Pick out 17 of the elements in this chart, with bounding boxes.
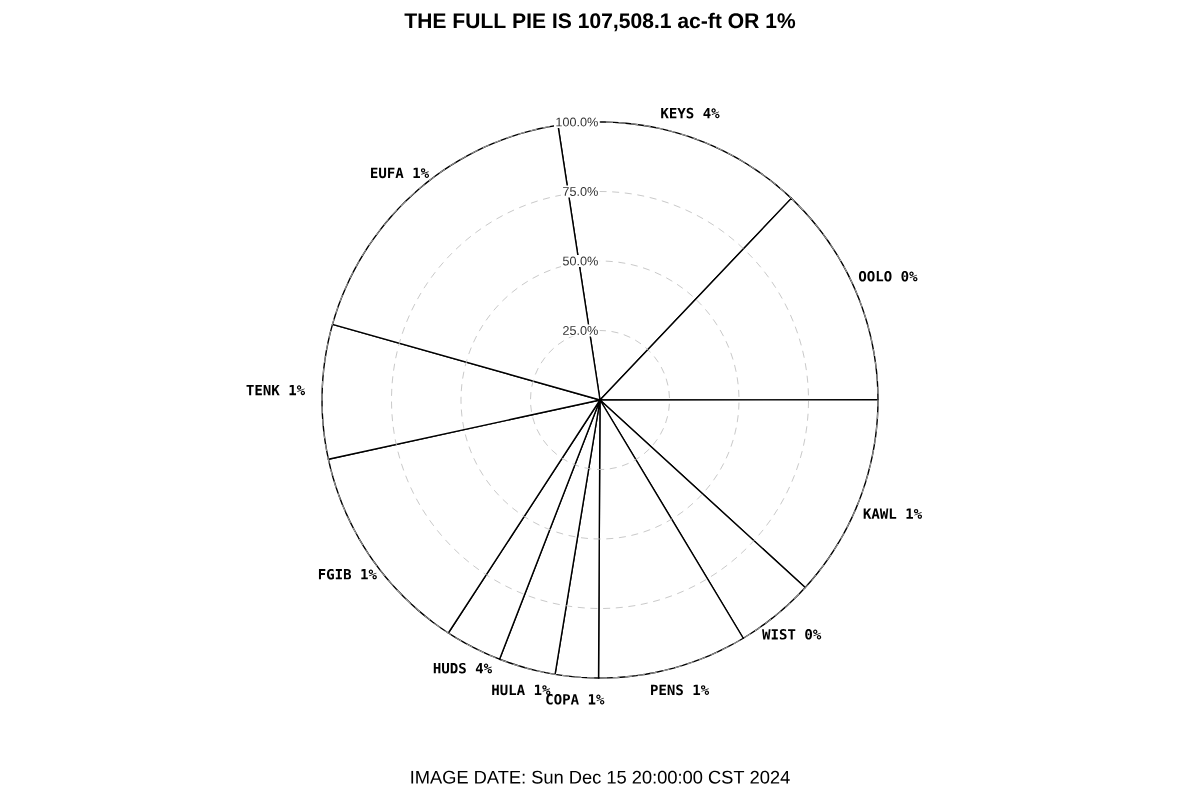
slice-label: FGIB 1%: [318, 568, 377, 580]
chart-title: THE FULL PIE IS 107,508.1 ac-ft OR 1%: [404, 12, 796, 32]
text: 25.0%: [563, 326, 598, 335]
slice-label: PENS 1%: [651, 684, 710, 696]
slice-label: COPA 1%: [546, 693, 605, 705]
slice-label: KAWL 1%: [863, 508, 923, 519]
slice-label: TENK 1%: [246, 384, 306, 396]
text: 75.0%: [563, 187, 598, 196]
text: 100.0%: [556, 117, 598, 127]
slice-label: HULA 1%: [492, 684, 551, 696]
slice-label: KEYS 4%: [661, 107, 720, 119]
slice-label: EUFA 1%: [371, 167, 430, 179]
slice-label: HUDS 4%: [433, 662, 492, 674]
slice-label: WIST 0%: [762, 628, 822, 640]
slice-label: OOLO 0%: [858, 270, 918, 282]
text: IMAGE DATE: Sun Dec 15 20:00:00 CST 2024: [411, 770, 790, 784]
text: 50.0%: [562, 256, 598, 266]
